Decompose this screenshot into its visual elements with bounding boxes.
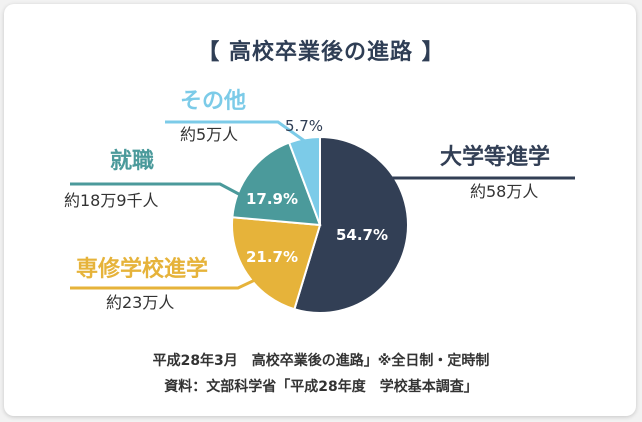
slice-label-vocational: 専修学校進学	[76, 256, 208, 282]
slice-label-employment: 就職	[110, 148, 154, 174]
slice-amount-employment: 約18万9千人	[64, 191, 159, 210]
leader-line-employment	[70, 182, 251, 202]
slice-label-other: その他	[180, 89, 246, 114]
pie-slices	[231, 135, 409, 314]
slice-amount-vocational: 約23万人	[106, 293, 174, 312]
pie-slice-other	[287, 135, 321, 226]
pie-slice-university	[293, 135, 409, 314]
pie-slice-employment	[231, 141, 322, 227]
slice-percent-vocational: 21.7%	[246, 248, 298, 266]
slice-label-university: 大学等進学	[440, 144, 550, 170]
chart-title: 【 高校卒業後の進路 】	[197, 40, 445, 65]
source-note-2: 資料：文部科学省「平成28年度 学校基本調査」	[164, 379, 478, 395]
slice-percent-other: 5.7%	[285, 117, 323, 135]
leader-line-vocational	[70, 278, 256, 290]
slice-amount-other: 約5万人	[180, 125, 238, 144]
leader-lines	[70, 120, 575, 290]
source-note-1: 平成28年3月 高校卒業後の進路」※全日制・定時制	[152, 353, 490, 369]
slice-amount-university: 約58万人	[470, 182, 538, 201]
pie-slice-vocational	[231, 216, 322, 311]
leader-line-other	[165, 120, 307, 144]
slice-percent-university: 54.7%	[336, 226, 388, 244]
slice-percent-employment: 17.9%	[246, 190, 298, 208]
